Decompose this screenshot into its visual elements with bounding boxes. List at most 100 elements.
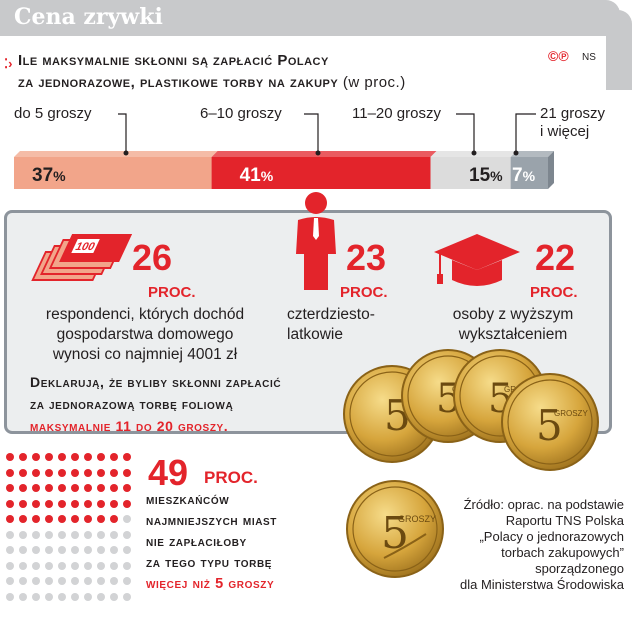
grid-dot xyxy=(45,515,53,523)
grid-dot xyxy=(97,515,105,523)
grid-dot xyxy=(71,499,79,508)
grid-dot xyxy=(71,468,79,477)
question-line-1: Ile maksymalnie skłonni są zapłacić Pola… xyxy=(18,52,329,69)
bar-leader-line xyxy=(515,113,536,153)
stat-income-line: wynosi co najmniej 4001 zł xyxy=(52,346,238,363)
small-towns-description: mieszkańców najmniejszych miast nie zapł… xyxy=(146,490,277,595)
graduation-cap-icon xyxy=(434,234,520,286)
grid-dot xyxy=(97,499,105,508)
stat-age-value: 23 xyxy=(346,237,387,278)
question-line-2-text: za jednorazowe, plastikowe torby na zaku… xyxy=(18,74,339,91)
bar-value-label: 37% xyxy=(32,165,66,186)
bar-leader-line xyxy=(456,113,475,153)
source-line: Źródło: oprac. na podstawie xyxy=(463,497,624,512)
grid-dot xyxy=(45,468,53,477)
grid-dot xyxy=(32,577,40,585)
grid-dot xyxy=(84,468,92,477)
grid-dot xyxy=(71,453,79,461)
grid-dot xyxy=(123,453,131,461)
bar-segment-top xyxy=(14,151,218,157)
declaration-line-3: maksymalnie 11 do 20 groszy. xyxy=(30,418,229,434)
question-marker-icon: ⁚› xyxy=(4,56,13,71)
grid-dot xyxy=(110,515,118,523)
grid-dot xyxy=(6,499,14,508)
source-line: „Polacy o jednorazowych xyxy=(479,529,624,544)
question-line-2: za jednorazowe, plastikowe torby na zaku… xyxy=(18,74,406,91)
grid-dot xyxy=(45,592,53,601)
grid-dot xyxy=(58,484,66,492)
header-bar xyxy=(0,0,620,36)
grid-dot xyxy=(58,530,66,539)
bar-category-label: do 5 groszy xyxy=(14,105,92,122)
svg-text:GROSZY: GROSZY xyxy=(554,409,588,418)
grid-dot xyxy=(6,484,14,492)
grid-dot xyxy=(110,468,118,477)
banknotes-icon: 100 xyxy=(31,234,132,281)
grid-dot xyxy=(84,453,92,461)
bar-leader-line xyxy=(118,113,127,153)
grid-dot xyxy=(45,484,53,492)
bar-segment-top xyxy=(510,151,554,157)
bar-leader-dot xyxy=(315,150,321,156)
grid-dot xyxy=(71,484,79,492)
grid-dot xyxy=(110,577,118,585)
grid-dot xyxy=(71,515,79,523)
stat-education-line: wykształceniem xyxy=(458,326,568,343)
grid-dot xyxy=(45,530,53,539)
grid-dot xyxy=(123,499,131,508)
grid-dot xyxy=(84,561,92,570)
coin-icon: 5 GROSZY xyxy=(346,480,444,578)
stat-income-line: gospodarstwa domowego xyxy=(56,326,234,343)
source-note: Źródło: oprac. na podstawie Raportu TNS … xyxy=(384,497,624,593)
grid-dot xyxy=(45,499,53,508)
grid-dot xyxy=(6,530,14,539)
grid-dot xyxy=(58,468,66,477)
grid-dot xyxy=(123,515,131,523)
bar-value-label: 7% xyxy=(512,165,536,186)
grid-dot xyxy=(71,546,79,554)
grid-dot xyxy=(110,561,118,570)
bar-end-bevel xyxy=(548,151,554,189)
source-line: dla Ministerstwa Środowiska xyxy=(459,577,624,592)
grid-dot xyxy=(19,453,27,461)
small-towns-line: mieszkańców xyxy=(146,492,230,508)
stat-education-value: 22 xyxy=(535,237,576,278)
grid-dot xyxy=(110,484,118,492)
bar-segment xyxy=(510,157,548,189)
grid-dot xyxy=(123,592,131,601)
stat-education-unit: PROC. xyxy=(530,284,578,301)
grid-dot xyxy=(84,592,92,601)
source-line: Raportu TNS Polska xyxy=(505,513,624,528)
grid-dot xyxy=(19,577,27,585)
grid-dot xyxy=(58,515,66,523)
grid-dot xyxy=(97,561,105,570)
grid-dot xyxy=(6,453,14,461)
stat-income-value: 26 xyxy=(132,237,173,278)
bar-segment xyxy=(14,157,212,189)
grid-dot xyxy=(32,530,40,539)
grid-dot xyxy=(123,577,131,585)
small-towns-value: 49 xyxy=(148,452,189,493)
question-unit: (w proc.) xyxy=(342,74,406,91)
grid-dot xyxy=(123,468,131,477)
grid-dot xyxy=(19,484,27,492)
page-title: Cena zrywki xyxy=(14,4,163,30)
source-line: sporządzonego xyxy=(535,561,624,576)
grid-dot xyxy=(32,453,40,461)
grid-dot xyxy=(58,592,66,601)
bar-leader-dot xyxy=(513,150,519,156)
grid-dot xyxy=(58,499,66,508)
stat-income-line: respondenci, których dochód xyxy=(45,306,245,323)
grid-dot xyxy=(58,453,66,461)
grid-dot xyxy=(6,577,14,585)
bar-value-label: 41% xyxy=(240,165,274,186)
grid-dot xyxy=(32,561,40,570)
grid-dot xyxy=(84,546,92,554)
grid-dot xyxy=(84,499,92,508)
bar-category-label: 21 groszy xyxy=(540,105,606,122)
svg-text:100: 100 xyxy=(73,241,97,252)
grid-dot xyxy=(71,561,79,570)
grid-dot xyxy=(6,468,14,477)
grid-dot xyxy=(19,546,27,554)
stat-income-unit: PROC. xyxy=(148,284,196,301)
